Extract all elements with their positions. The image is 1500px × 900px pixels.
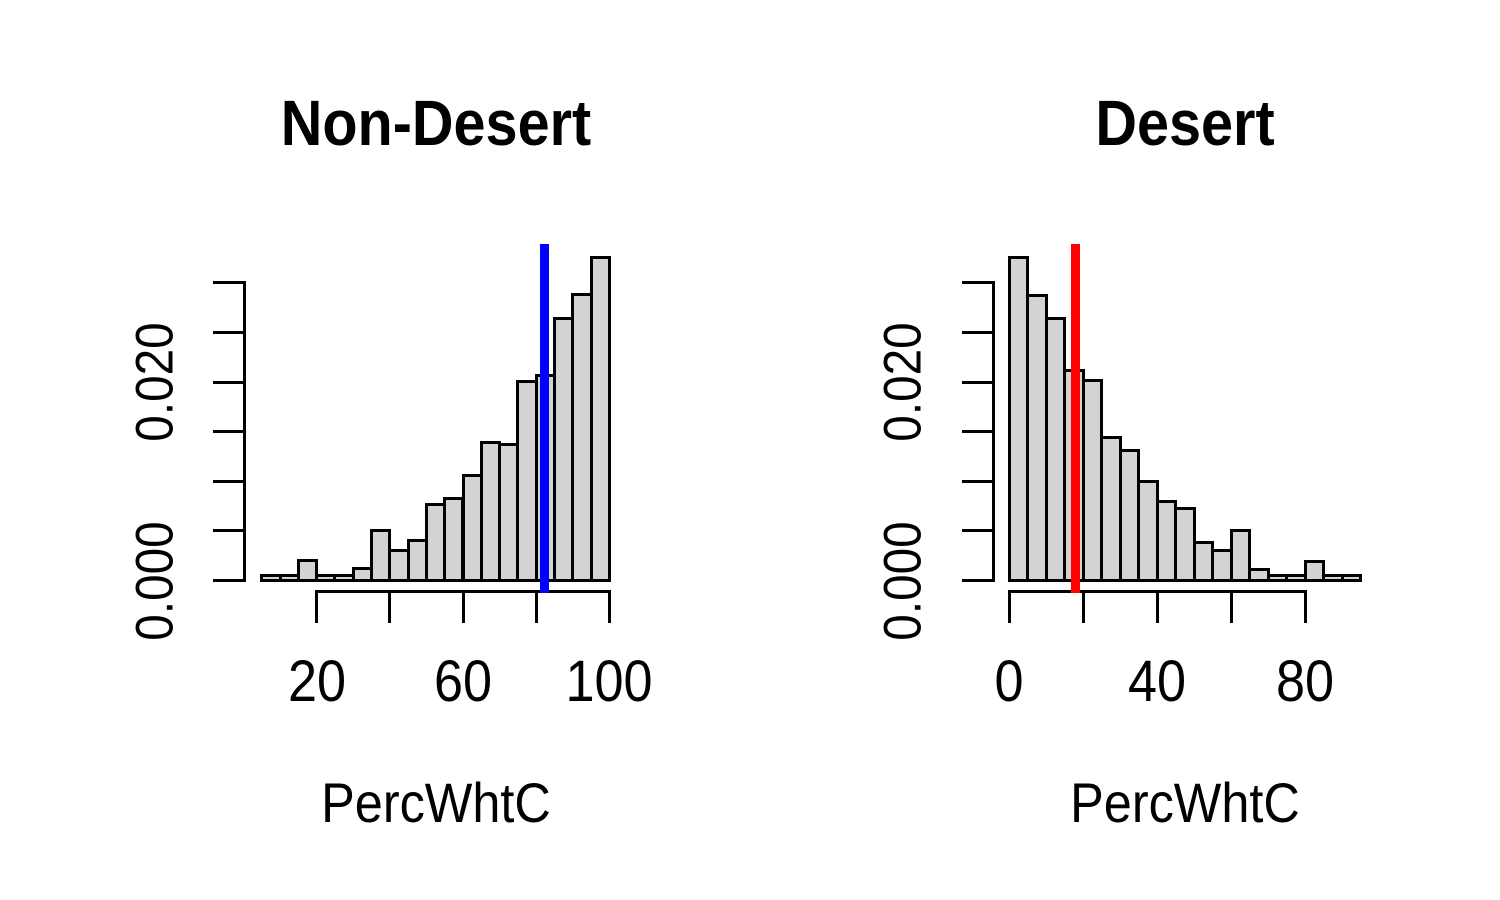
y-tick — [213, 430, 243, 434]
mean-line — [540, 244, 550, 593]
x-tick-label: 20 — [287, 649, 346, 714]
x-tick — [1007, 593, 1011, 623]
y-tick — [962, 380, 992, 384]
x-axis-line — [1007, 590, 1307, 593]
x-tick — [1229, 593, 1233, 623]
mean-line — [1071, 244, 1081, 593]
y-tick — [213, 331, 243, 335]
y-tick — [962, 579, 992, 582]
x-tick-label: 100 — [565, 649, 653, 714]
y-axis-line — [992, 281, 995, 582]
y-tick — [962, 479, 992, 483]
x-tick — [1081, 593, 1085, 623]
y-tick — [213, 579, 243, 582]
y-tick-label: 0.000 — [873, 520, 933, 641]
x-tick-label: 40 — [1128, 649, 1187, 714]
y-tick — [213, 479, 243, 483]
x-tick-label: 80 — [1276, 649, 1335, 714]
x-tick-label: 60 — [433, 649, 493, 714]
chart-title-desert: Desert — [1095, 87, 1275, 159]
y-tick-label: 0.020 — [873, 322, 933, 442]
x-tick — [1303, 593, 1307, 623]
x-tick-label: 0 — [994, 649, 1024, 714]
x-tick — [607, 593, 611, 623]
histogram-bar — [589, 255, 611, 582]
x-axis-line — [315, 590, 611, 593]
x-tick — [534, 593, 538, 623]
x-axis-title-non-desert: PercWhtC — [320, 771, 551, 834]
y-tick — [213, 281, 243, 285]
histogram-bar — [1229, 529, 1252, 582]
y-tick — [962, 331, 992, 335]
histogram-bar — [296, 559, 319, 582]
y-axis-line — [243, 281, 246, 582]
y-tick — [962, 281, 992, 285]
histogram-bar — [1340, 574, 1363, 582]
x-tick — [461, 593, 465, 623]
x-tick — [1155, 593, 1159, 623]
x-tick — [388, 593, 392, 623]
histogram-bar — [1303, 560, 1326, 582]
y-tick — [213, 529, 243, 533]
chart-title-non-desert: Non-Desert — [280, 87, 591, 159]
y-tick — [213, 380, 243, 384]
y-tick — [962, 529, 992, 533]
x-tick — [315, 593, 319, 623]
x-axis-title-desert: PercWhtC — [1070, 771, 1300, 834]
y-tick — [962, 430, 992, 434]
